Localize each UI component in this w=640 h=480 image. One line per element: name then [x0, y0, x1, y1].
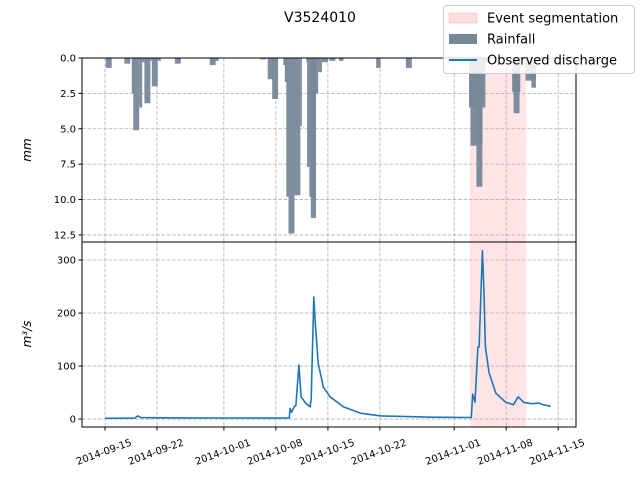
x-tick-label: 2014-10-22: [350, 438, 408, 468]
rainfall-bar: [283, 58, 286, 66]
legend-swatch: [449, 34, 477, 44]
rainfall-bar: [133, 58, 140, 131]
rainfall-bar: [513, 58, 520, 114]
legend-label: Event segmentation: [487, 12, 618, 27]
rainfall-bar: [150, 58, 152, 61]
rainfall-bar: [294, 58, 301, 196]
rainfall-bar: [124, 58, 131, 64]
rainfall-bar: [316, 58, 319, 94]
rainfall-bar: [321, 58, 328, 63]
y-tick-label: 100: [57, 362, 76, 373]
rainfall-bar: [105, 58, 112, 68]
chart-title: V3524010: [284, 10, 356, 26]
y-tick-label: 200: [57, 309, 76, 320]
y-tick-label: 12.5: [54, 230, 76, 241]
x-tick-label: 2014-11-08: [476, 438, 534, 468]
x-tick-label: 2014-09-15: [75, 438, 133, 468]
rainfall-bar: [139, 58, 143, 108]
rainfall-bar: [339, 58, 344, 61]
x-tick-label: 2014-09-22: [127, 438, 185, 468]
y-tick-label: 10.0: [54, 195, 76, 206]
discharge-axes-frame: [81, 241, 577, 428]
rainfall-bar: [286, 58, 289, 197]
legend: Event segmentation Rainfall Observed disch…: [443, 5, 635, 74]
y-tick-label: 7.5: [60, 160, 76, 171]
rainfall-bar: [300, 58, 302, 126]
rainfall-bar: [267, 58, 274, 80]
y-tick-label: 0.0: [60, 54, 76, 65]
rainfall-axes: 0.0 2.5 5.0 7.5 10.0 12.5: [54, 54, 577, 243]
legend-label: Observed discharge: [487, 54, 617, 69]
x-tick-label: 2014-10-01: [194, 438, 252, 468]
rainfall-bar: [476, 58, 483, 187]
rainfall-bar: [157, 58, 161, 61]
rainfall-bar: [284, 58, 288, 83]
rainfall-bar: [215, 58, 219, 61]
observed-discharge-line: [104, 249, 551, 420]
rainfall-bar: [376, 58, 381, 68]
rainfall-bar: [310, 58, 316, 218]
y-tick-label: 2.5: [60, 89, 76, 100]
event-segmentation-span: [469, 242, 527, 427]
rainfall-bar: [272, 58, 279, 100]
x-tick-label: 2014-11-01: [424, 438, 482, 468]
rainfall-bar: [144, 58, 151, 104]
x-tick-label: 2014-10-15: [298, 438, 356, 468]
rainfall-bar: [174, 58, 181, 64]
rainfall-bar: [142, 58, 145, 63]
rainfall-bar: [405, 58, 412, 68]
legend-swatch: [448, 12, 478, 24]
y-tick-label: 5.0: [60, 124, 76, 135]
rainfall-ylabel: mm: [20, 138, 34, 161]
rainfall-bar: [318, 58, 322, 73]
rainfall-bar: [209, 58, 216, 66]
y-tick-label: 300: [57, 256, 76, 267]
rainfall-bar: [329, 58, 336, 61]
y-tick-label: 0: [70, 415, 76, 426]
legend-box: [443, 5, 635, 74]
x-tick-label: 2014-11-15: [528, 438, 586, 468]
rainfall-bar: [151, 58, 158, 87]
legend-label: Rainfall: [487, 33, 535, 48]
rainfall-bar: [307, 58, 311, 167]
rainfall-bar: [260, 58, 267, 60]
rainfall-bar: [288, 58, 295, 234]
x-tick-label: 2014-10-08: [246, 438, 304, 468]
discharge-ylabel: m³/s: [20, 321, 34, 348]
